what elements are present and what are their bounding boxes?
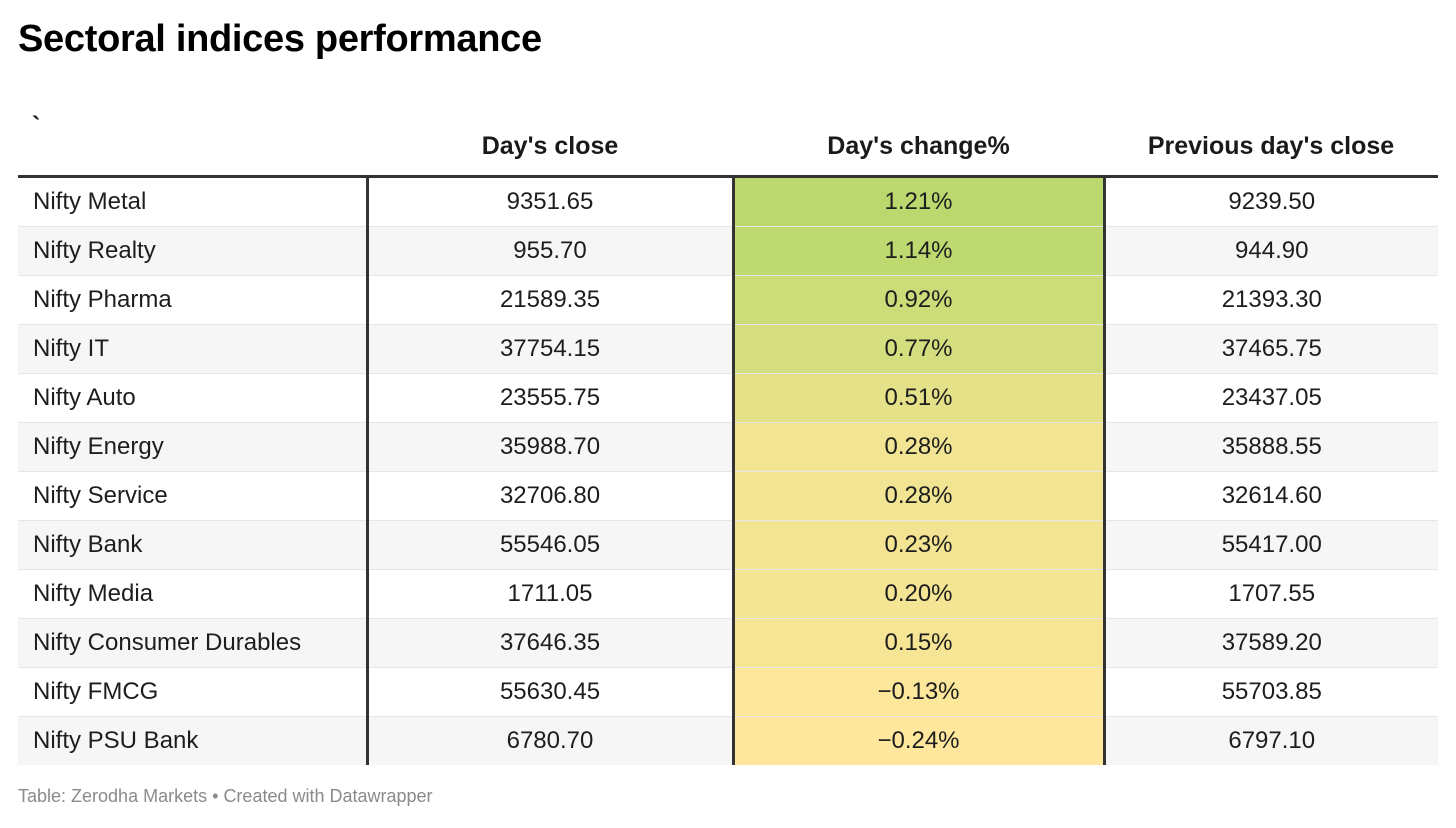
previous-close-value: 21393.30 — [1104, 275, 1438, 325]
previous-close-value: 55703.85 — [1104, 667, 1438, 717]
table-header: ` Day's close Day's change% Previous day's … — [18, 100, 1438, 178]
previous-close-value: 37465.75 — [1104, 324, 1438, 374]
footer-credit: Table: Zerodha Markets • Created with Da… — [18, 786, 433, 807]
table-row: Nifty Pharma 21589.35 0.92% 21393.30 — [18, 275, 1438, 325]
table-row: Nifty Auto 23555.75 0.51% 23437.05 — [18, 373, 1438, 423]
table-body: Nifty Metal 9351.65 1.21% 9239.50 Nifty Real… — [18, 176, 1438, 765]
table-row: Nifty Metal 9351.65 1.21% 9239.50 — [18, 176, 1438, 227]
days-change-value: −0.13% — [733, 667, 1106, 717]
days-close-value: 55630.45 — [367, 667, 735, 717]
days-close-value: 37754.15 — [367, 324, 735, 374]
index-name: Nifty Consumer Durables — [18, 618, 369, 668]
index-name: Nifty Auto — [18, 373, 369, 423]
index-name: Nifty Realty — [18, 226, 369, 276]
footer-credit-text: Created with Datawrapper — [223, 786, 433, 806]
column-header-previous-close: Previous day's close — [1104, 100, 1438, 178]
days-change-value: 1.21% — [733, 176, 1106, 227]
table-row: Nifty PSU Bank 6780.70 −0.24% 6797.10 — [18, 716, 1438, 765]
index-name: Nifty Service — [18, 471, 369, 521]
days-change-value: 0.28% — [733, 471, 1106, 521]
days-close-value: 32706.80 — [367, 471, 735, 521]
table-row: Nifty Realty 955.70 1.14% 944.90 — [18, 226, 1438, 276]
page-title: Sectoral indices performance — [18, 18, 542, 60]
previous-close-value: 944.90 — [1104, 226, 1438, 276]
index-name: Nifty Pharma — [18, 275, 369, 325]
index-name: Nifty Media — [18, 569, 369, 619]
previous-close-value: 23437.05 — [1104, 373, 1438, 423]
previous-close-value: 32614.60 — [1104, 471, 1438, 521]
days-close-value: 1711.05 — [367, 569, 735, 619]
table-row: Nifty Service 32706.80 0.28% 32614.60 — [18, 471, 1438, 521]
days-close-value: 6780.70 — [367, 716, 735, 765]
days-close-value: 21589.35 — [367, 275, 735, 325]
column-header-index: ` — [18, 100, 367, 178]
previous-close-value: 6797.10 — [1104, 716, 1438, 765]
table-row: Nifty IT 37754.15 0.77% 37465.75 — [18, 324, 1438, 374]
days-close-value: 9351.65 — [367, 176, 735, 227]
days-close-value: 23555.75 — [367, 373, 735, 423]
header-row: ` Day's close Day's change% Previous day's … — [18, 100, 1438, 178]
days-change-value: 0.28% — [733, 422, 1106, 472]
table-row: Nifty Bank 55546.05 0.23% 55417.00 — [18, 520, 1438, 570]
days-change-value: 0.92% — [733, 275, 1106, 325]
table-row: Nifty Consumer Durables 37646.35 0.15% 3758… — [18, 618, 1438, 668]
days-close-value: 35988.70 — [367, 422, 735, 472]
previous-close-value: 9239.50 — [1104, 176, 1438, 227]
index-name: Nifty IT — [18, 324, 369, 374]
days-change-value: −0.24% — [733, 716, 1106, 765]
previous-close-value: 35888.55 — [1104, 422, 1438, 472]
days-change-value: 0.77% — [733, 324, 1106, 374]
table-row: Nifty Energy 35988.70 0.28% 35888.55 — [18, 422, 1438, 472]
index-name: Nifty Metal — [18, 176, 369, 227]
days-change-value: 1.14% — [733, 226, 1106, 276]
days-change-value: 0.15% — [733, 618, 1106, 668]
days-close-value: 37646.35 — [367, 618, 735, 668]
sector-table: ` Day's close Day's change% Previous day's … — [18, 100, 1438, 765]
index-name: Nifty FMCG — [18, 667, 369, 717]
days-change-value: 0.23% — [733, 520, 1106, 570]
previous-close-value: 37589.20 — [1104, 618, 1438, 668]
previous-close-value: 55417.00 — [1104, 520, 1438, 570]
days-close-value: 955.70 — [367, 226, 735, 276]
index-name: Nifty Bank — [18, 520, 369, 570]
days-change-value: 0.51% — [733, 373, 1106, 423]
days-close-value: 55546.05 — [367, 520, 735, 570]
days-change-value: 0.20% — [733, 569, 1106, 619]
footer-source: Table: Zerodha Markets — [18, 786, 208, 806]
footer-separator: • — [212, 786, 219, 806]
table-row: Nifty Media 1711.05 0.20% 1707.55 — [18, 569, 1438, 619]
column-header-days-close: Day's close — [367, 100, 733, 178]
index-name: Nifty Energy — [18, 422, 369, 472]
table-row: Nifty FMCG 55630.45 −0.13% 55703.85 — [18, 667, 1438, 717]
column-header-days-change: Day's change% — [733, 100, 1104, 178]
previous-close-value: 1707.55 — [1104, 569, 1438, 619]
index-name: Nifty PSU Bank — [18, 716, 369, 765]
